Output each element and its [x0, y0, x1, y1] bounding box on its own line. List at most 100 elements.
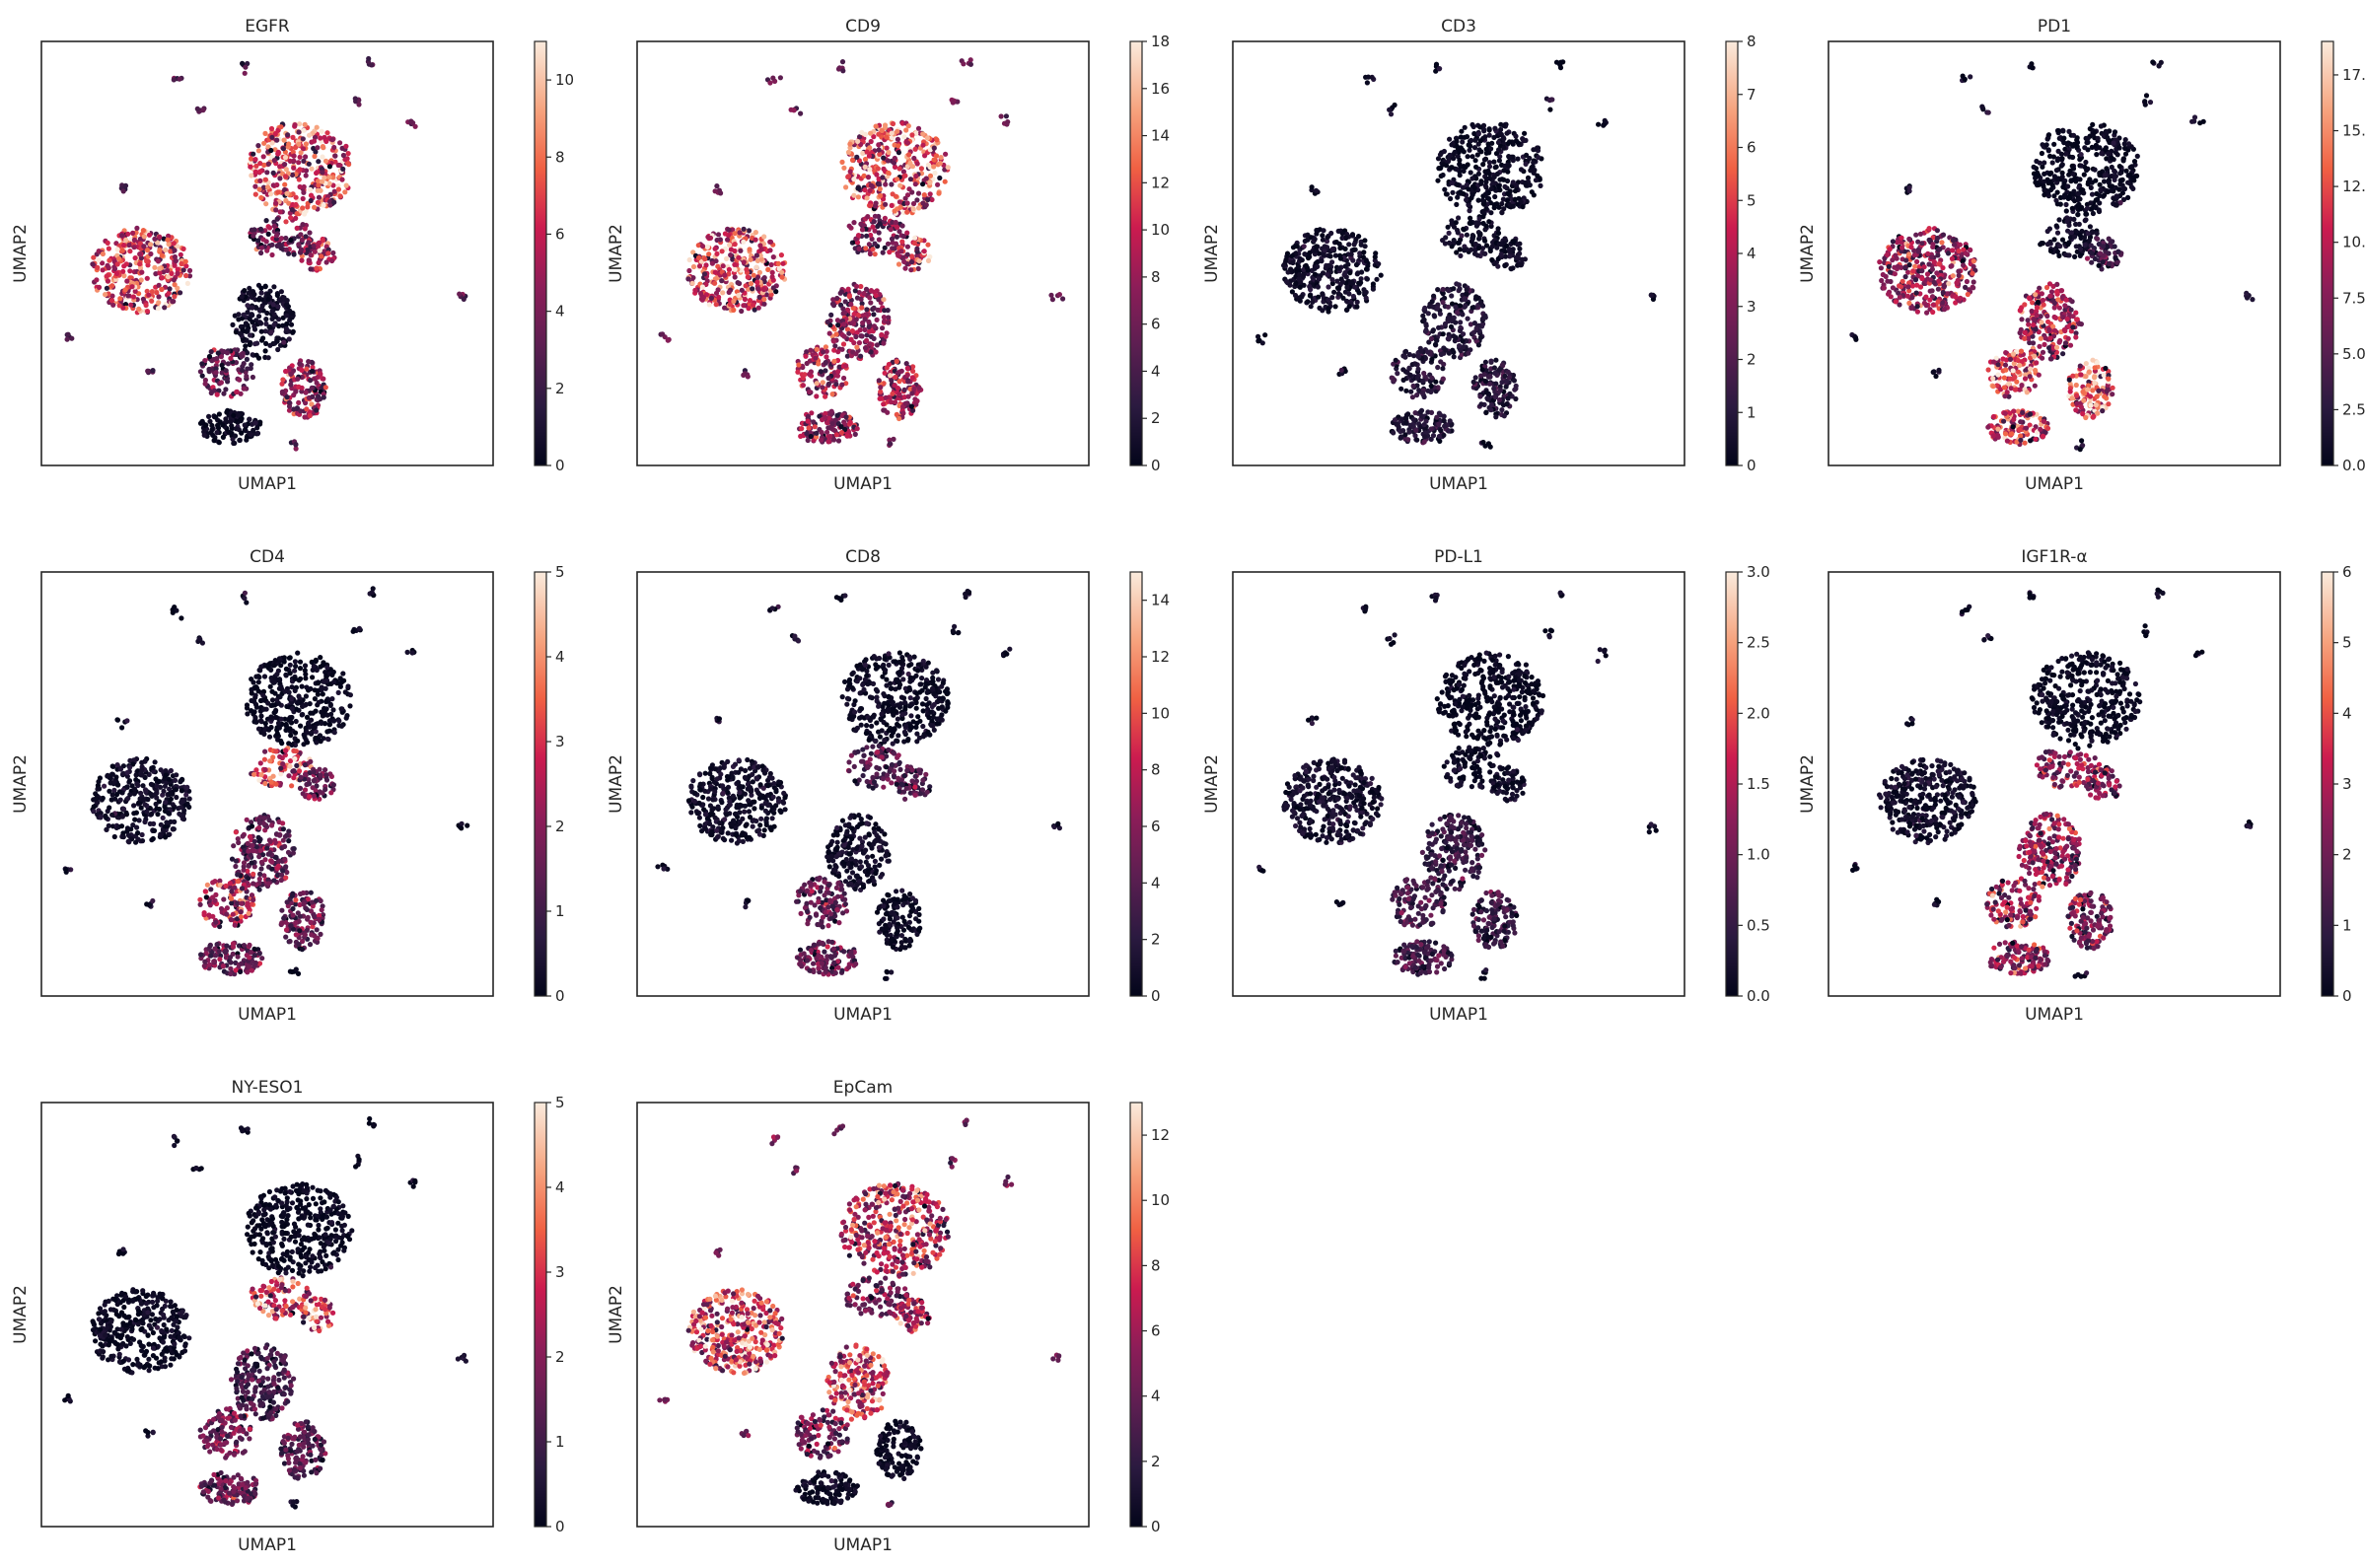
- scatter-point: [94, 277, 100, 283]
- scatter-point: [121, 243, 127, 249]
- scatter-point: [1461, 168, 1467, 175]
- scatter-point: [838, 424, 844, 430]
- scatter-point: [159, 275, 165, 281]
- scatter-point: [331, 144, 337, 151]
- scatter-point: [796, 362, 802, 368]
- scatter-point: [218, 380, 224, 386]
- scatter-point: [1940, 265, 1946, 271]
- scatter-point: [258, 290, 264, 296]
- scatter-point: [838, 289, 844, 295]
- scatter-point: [1416, 354, 1422, 360]
- scatter-point: [262, 283, 268, 289]
- scatter-point: [892, 246, 897, 251]
- scatter-point: [242, 422, 248, 428]
- scatter-point: [686, 267, 692, 274]
- scatter-point: [896, 261, 902, 267]
- scatter-point: [1410, 416, 1416, 423]
- scatter-point: [1433, 379, 1439, 385]
- scatter-point: [305, 247, 311, 253]
- scatter-point: [1961, 262, 1967, 268]
- scatter-point: [1454, 281, 1460, 287]
- scatter-point: [269, 309, 275, 315]
- scatter-point: [239, 430, 245, 436]
- scatter-point: [1436, 166, 1442, 172]
- scatter-point: [1496, 158, 1502, 164]
- scatter-point: [866, 323, 872, 330]
- scatter-point: [1482, 379, 1489, 385]
- colorbar-tick-label: 18: [1151, 33, 1170, 50]
- scatter-point: [1363, 258, 1370, 264]
- scatter-point: [1441, 162, 1447, 168]
- scatter-point: [1896, 290, 1901, 296]
- scatter-point: [689, 280, 695, 286]
- scatter-point: [904, 200, 910, 206]
- colorbar-tick-label: 2: [1747, 351, 1756, 369]
- scatter-point: [249, 173, 254, 178]
- scatter-point: [1464, 232, 1469, 238]
- scatter-point: [1428, 409, 1435, 415]
- scatter-point: [271, 284, 277, 290]
- scatter-point: [131, 245, 137, 250]
- scatter-point: [715, 287, 721, 293]
- scatter-point: [894, 358, 899, 365]
- scatter-point: [244, 437, 250, 443]
- scatter-point: [1370, 281, 1376, 287]
- scatter-point: [268, 125, 275, 132]
- scatter-point: [832, 343, 838, 349]
- scatter-point: [1315, 284, 1321, 290]
- scatter-point: [1475, 131, 1481, 137]
- scatter-point: [1899, 278, 1905, 284]
- scatter-point: [712, 188, 718, 194]
- scatter-point: [223, 368, 229, 374]
- scatter-point: [264, 310, 270, 317]
- scatter-point: [1438, 428, 1444, 434]
- scatter-point: [282, 181, 288, 187]
- scatter-point: [1320, 237, 1326, 243]
- scatter-point: [138, 277, 144, 283]
- scatter-point: [283, 174, 289, 179]
- scatter-point: [1296, 263, 1302, 269]
- scatter-point: [171, 77, 177, 83]
- scatter-point: [1485, 195, 1492, 202]
- scatter-point: [1447, 136, 1453, 142]
- scatter-point: [326, 180, 332, 186]
- scatter-point: [1451, 333, 1457, 339]
- scatter-point: [1465, 316, 1470, 321]
- scatter-point: [1454, 201, 1460, 207]
- scatter-point: [765, 266, 771, 272]
- scatter-point: [148, 250, 154, 257]
- scatter-point: [114, 261, 120, 267]
- scatter-point: [245, 310, 251, 316]
- scatter-point: [854, 344, 860, 350]
- scatter-point: [105, 262, 110, 268]
- scatter-point: [904, 244, 911, 249]
- scatter-point: [830, 338, 837, 344]
- scatter-point: [726, 289, 732, 295]
- scatter-point: [702, 256, 708, 262]
- scatter-point: [767, 239, 774, 245]
- scatter-point: [90, 261, 96, 267]
- scatter-point: [877, 151, 883, 157]
- scatter-point: [323, 138, 329, 144]
- scatter-point: [888, 373, 894, 379]
- scatter-point: [1419, 391, 1425, 396]
- scatter-point: [1511, 378, 1517, 384]
- scatter-point: [1507, 253, 1513, 259]
- scatter-point: [250, 320, 255, 325]
- scatter-point: [896, 166, 902, 172]
- scatter-point: [823, 393, 828, 399]
- scatter-point: [1914, 258, 1920, 264]
- scatter-point: [1500, 196, 1506, 202]
- scatter-point: [245, 350, 251, 356]
- scatter-point: [1056, 292, 1062, 298]
- scatter-point: [877, 395, 883, 401]
- scatter-point: [910, 206, 916, 212]
- scatter-point: [253, 163, 259, 169]
- scatter-point: [208, 390, 214, 396]
- scatter-point: [1942, 307, 1948, 313]
- scatter-point: [1360, 254, 1366, 260]
- scatter-point: [1353, 261, 1360, 268]
- scatter-point: [1398, 435, 1403, 441]
- scatter-point: [1919, 275, 1925, 282]
- scatter-point: [271, 223, 277, 229]
